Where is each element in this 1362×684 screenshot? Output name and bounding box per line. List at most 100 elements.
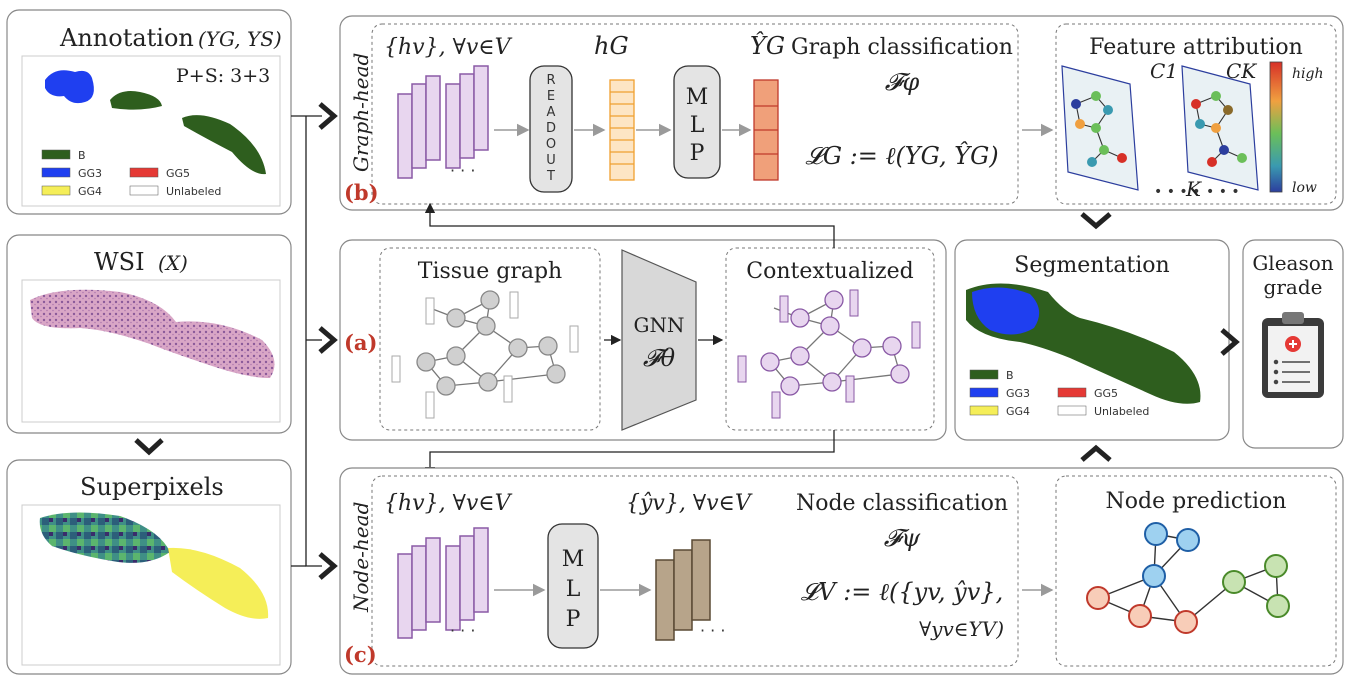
chevron-up-icon [1080, 444, 1112, 462]
mlp-letter: L [690, 113, 705, 138]
svg-text:GG3: GG3 [78, 167, 102, 180]
graph-feature-stack [397, 65, 489, 179]
wsi-tissue-image [30, 289, 275, 378]
panel-b-letter: (b) [344, 180, 379, 205]
colorbar-high: high [1292, 66, 1323, 82]
yhat-graph-vector [753, 79, 779, 181]
yhat-node-label: {ŷv}, ∀v∈V [626, 491, 753, 516]
heat-colorbar [1269, 61, 1283, 193]
graph-loss: 𝓛G := ℓ(YG, ŶG) [805, 141, 998, 170]
clipboard-icon [1262, 312, 1324, 398]
chevron-down-icon [1080, 212, 1112, 230]
graph-classification-title: Graph classification [791, 35, 1013, 60]
svg-text:GG4: GG4 [78, 185, 102, 198]
contextualized-graph [760, 290, 910, 396]
chevron-right-icon [318, 552, 338, 580]
svg-text:Unlabeled: Unlabeled [1094, 405, 1149, 418]
chevron-right-icon [318, 102, 338, 130]
hg-vector [609, 79, 635, 181]
annotation-panel: Annotation (YG, YS) P+S: 3+3 B GG3 GG5 G… [6, 9, 292, 215]
chevron-right-icon [318, 326, 338, 354]
gnn-func: 𝓕θ [643, 344, 676, 372]
ps-score: P+S: 3+3 [176, 65, 270, 87]
chevron-right-icon [1220, 328, 1240, 356]
svg-text:D: D [546, 121, 556, 136]
graph-head-label: Graph-head [349, 53, 373, 172]
annotation-legend: B GG3 GG5 GG4 Unlabeled [41, 149, 221, 198]
gnn-label: GNN [634, 313, 685, 337]
svg-text:GG5: GG5 [1094, 387, 1118, 400]
node-prediction-title: Node prediction [1106, 489, 1287, 514]
svg-text:T: T [546, 169, 555, 184]
segmentation-title: Segmentation [1014, 253, 1169, 278]
wsi-panel: WSI (X) [6, 234, 292, 434]
prediction-nodes [1086, 522, 1290, 634]
gleason-title-2: grade [1264, 275, 1323, 299]
node-head-panel: Node-head (c) {hv}, ∀v∈V · · · M L P {ŷv… [339, 467, 1344, 675]
yhat-graph-label: ŶG [750, 31, 785, 60]
svg-text:E: E [547, 89, 555, 104]
annotation-benign-region [110, 91, 162, 110]
node-features: {hv}, ∀v∈V [384, 491, 513, 516]
svg-text:· · ·: · · · [700, 621, 725, 640]
tissue-graph-title: Tissue graph [418, 259, 562, 284]
node-head-label: Node-head [349, 502, 373, 613]
node-func: 𝓕ψ [884, 524, 922, 552]
panel-a-letter: (a) [344, 330, 377, 355]
tissue-graph [424, 298, 557, 387]
feature-attribution-panel: Feature attribution C1 CK high low • • •… [1055, 23, 1337, 205]
gnn-block [621, 249, 697, 431]
graph-node-features: {hv}, ∀v∈V [384, 35, 513, 60]
attribution-nodes [1071, 91, 1247, 167]
svg-text:· · ·: · · · [450, 161, 475, 180]
gleason-title-1: Gleason [1252, 251, 1333, 275]
svg-text:GG4: GG4 [1006, 405, 1030, 418]
left-connectors [291, 115, 322, 567]
superpixels-panel: Superpixels [6, 459, 292, 675]
segmentation-legend: B GG3 GG5 GG4 Unlabeled [969, 369, 1149, 418]
panel-c-letter: (c) [344, 642, 377, 667]
annotation-title-math: (YG, YS) [198, 27, 282, 51]
k-label: K [1185, 177, 1202, 201]
svg-text:U: U [546, 153, 556, 168]
node-classification-title: Node classification [796, 491, 1008, 516]
superpixels-yellow-region [168, 547, 269, 619]
mlp-letter: M [562, 547, 585, 572]
mlp-letter: L [566, 577, 581, 602]
svg-text:GG5: GG5 [166, 167, 190, 180]
segmentation-gg3-region [972, 287, 1040, 335]
svg-text:O: O [546, 137, 556, 152]
mlp-letter: P [566, 607, 581, 632]
mlp-letter: M [686, 85, 709, 110]
node-loss-1: 𝓛V := ℓ({yv, ŷv}, [801, 578, 1003, 606]
node-prediction-panel: Node prediction [1055, 475, 1337, 667]
svg-text:• • • •: • • • • [1154, 184, 1200, 200]
svg-text:Unlabeled: Unlabeled [166, 185, 221, 198]
svg-text:B: B [78, 149, 86, 162]
wsi-title: WSI [94, 248, 145, 276]
annotation-gg3-region [45, 70, 94, 104]
yhat-node-stack [655, 539, 711, 641]
hg-label: hG [594, 32, 629, 60]
svg-text:• • •: • • • [1206, 184, 1240, 200]
superpixels-title: Superpixels [80, 473, 224, 501]
svg-text:A: A [547, 105, 556, 120]
wsi-title-math: (X) [158, 251, 188, 275]
node-feature-stack [397, 527, 489, 639]
segmentation-panel: Segmentation B GG3 GG5 GG4 Unlabeled [954, 239, 1230, 441]
contextualized-title: Contextualized [746, 259, 913, 284]
feature-attribution-title: Feature attribution [1089, 35, 1303, 60]
colorbar-low: low [1292, 180, 1317, 196]
annotation-benign-region-large [182, 115, 266, 175]
annotation-title: Annotation [59, 24, 194, 52]
svg-text:R: R [546, 73, 555, 88]
graph-func: 𝓕φ [885, 68, 920, 96]
gleason-panel: Gleason grade [1242, 239, 1344, 449]
chevron-down-icon [134, 438, 164, 456]
panel-a: (a) Tissue graph GNN 𝓕θ Contextualized [339, 239, 947, 441]
superpixels-image [39, 512, 170, 563]
readout-box: R E A D O U T [546, 73, 556, 184]
c1-label: C1 [1150, 59, 1178, 83]
mlp-letter: P [690, 141, 705, 166]
svg-text:GG3: GG3 [1006, 387, 1030, 400]
